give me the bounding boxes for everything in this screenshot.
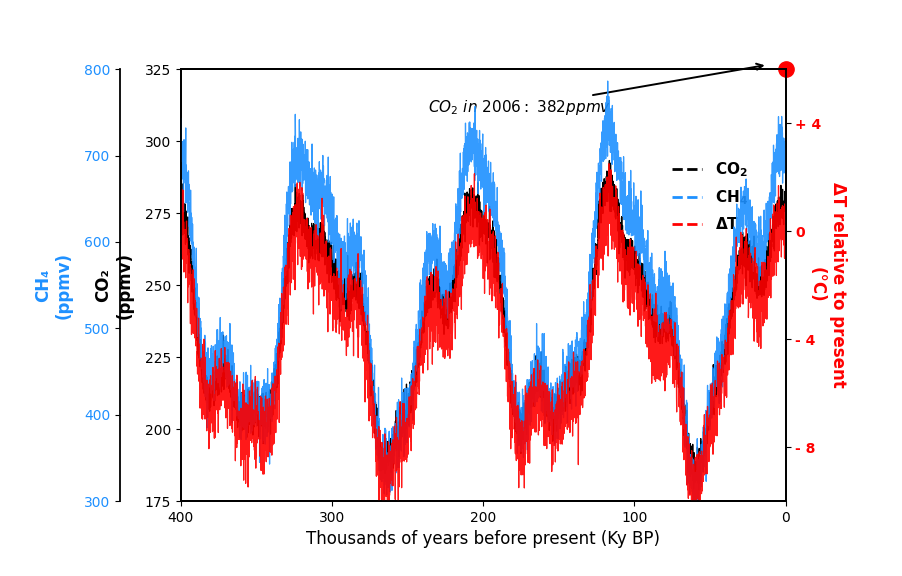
Legend: $\bf{CO_2}$, $\bf{CH_4}$, $\bf{\Delta T}$: $\bf{CO_2}$, $\bf{CH_4}$, $\bf{\Delta T}… <box>665 154 753 238</box>
Text: $CO_2\ in\ 2006:\ 382ppmv$: $CO_2\ in\ 2006:\ 382ppmv$ <box>428 64 761 118</box>
Y-axis label: CH₄
(ppmv): CH₄ (ppmv) <box>34 252 73 319</box>
Y-axis label: CO₂
(ppmv): CO₂ (ppmv) <box>95 252 133 319</box>
X-axis label: Thousands of years before present (Ky BP): Thousands of years before present (Ky BP… <box>306 530 659 548</box>
Y-axis label: ΔT relative to present
(°C): ΔT relative to present (°C) <box>807 182 846 388</box>
